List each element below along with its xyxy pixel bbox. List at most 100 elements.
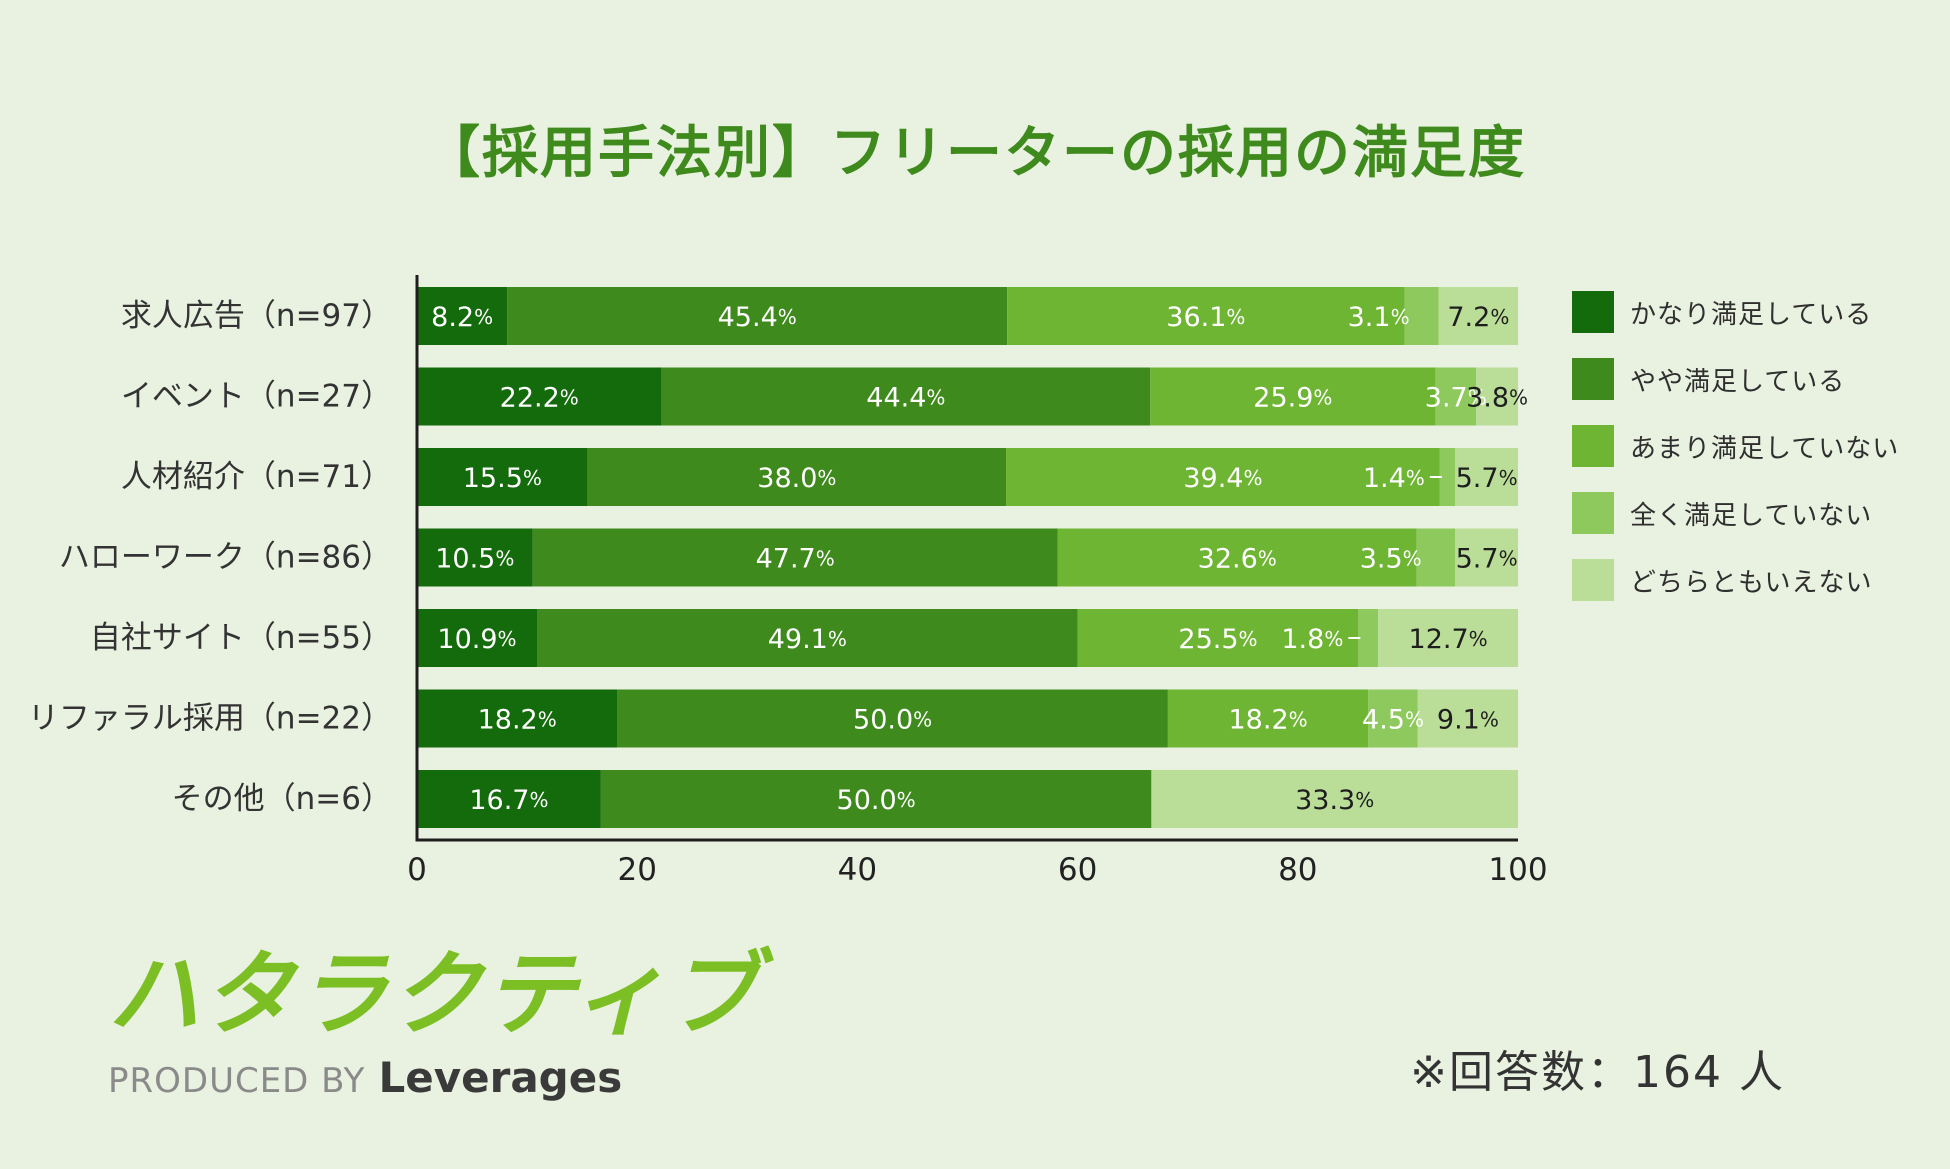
- legend-swatch: [1572, 492, 1614, 534]
- legend-item: かなり満足している: [1572, 290, 1899, 334]
- legend-item: どちらともいえない: [1572, 558, 1899, 602]
- legend-label: どちらともいえない: [1630, 567, 1873, 598]
- bar-segment: [1368, 689, 1418, 748]
- logo: ハタラクティブ PRODUCED BY Leverages: [108, 941, 761, 1103]
- bar-segment: [1358, 609, 1379, 667]
- bar-area: 8.2% 45.4% 36.1% 3.1% 7.2% 22.2% 44.4% 25.9% 3.7…: [417, 287, 1528, 828]
- data-label: 5.7%: [1456, 463, 1518, 494]
- data-label: 7.2%: [1447, 302, 1509, 333]
- data-label: 10.9%: [437, 624, 516, 655]
- bar-segment: [507, 287, 1008, 345]
- stacked-bar-chart: 8.2% 45.4% 36.1% 3.1% 7.2% 22.2% 44.4% 25.9% 3.7…: [28, 275, 1548, 888]
- legend-swatch: [1572, 425, 1614, 467]
- bar-segment: [417, 609, 538, 667]
- bar-segment: [417, 528, 533, 587]
- logo-wordmark: ハタラクティブ: [108, 941, 761, 1048]
- bar-segment: [532, 528, 1058, 587]
- data-label: 12.7%: [1409, 624, 1488, 655]
- bar-segment: [1150, 367, 1436, 426]
- bar-segment: [1151, 770, 1518, 828]
- x-tick-label: 20: [617, 852, 656, 888]
- x-tick-label: 40: [838, 852, 877, 888]
- data-label: 25.9%: [1253, 382, 1332, 413]
- category-label: 求人広告（n=97）: [121, 298, 392, 334]
- legend-label: 全く満足していない: [1630, 500, 1873, 531]
- x-axis: 0 20 40 60 80 100: [407, 275, 1548, 888]
- bar-segment: [1057, 528, 1417, 587]
- company-name: Leverages: [378, 1053, 623, 1102]
- data-label: 39.4%: [1183, 463, 1262, 494]
- bar-segment: [417, 770, 601, 828]
- bar-segment: [661, 367, 1151, 426]
- data-label: 10.5%: [435, 543, 514, 574]
- bar-segment: [1378, 609, 1518, 667]
- x-tick-label: 80: [1278, 852, 1317, 888]
- data-label: 38.0%: [757, 463, 836, 494]
- data-label: 4.5%: [1362, 704, 1424, 735]
- category-label: その他（n=6）: [172, 781, 392, 817]
- data-label: 3.8%: [1466, 382, 1528, 413]
- data-label: 3.1%: [1348, 302, 1410, 333]
- bar-segment: [1077, 609, 1359, 667]
- legend-label: やや満足している: [1630, 366, 1846, 397]
- data-label: 3.7%: [1425, 382, 1487, 413]
- bar-segment: [1417, 689, 1518, 748]
- data-label: 36.1%: [1166, 302, 1245, 333]
- data-label: 3.5%: [1360, 543, 1422, 574]
- legend-label: かなり満足している: [1630, 299, 1873, 330]
- category-label: リファラル採用（n=22）: [28, 701, 392, 737]
- legend-swatch: [1572, 358, 1614, 400]
- bar-segment: [417, 367, 662, 426]
- legend-item: あまり満足していない: [1572, 424, 1899, 468]
- legend-label: あまり満足していない: [1630, 433, 1900, 464]
- bar-segment: [1455, 448, 1518, 506]
- category-label: 自社サイト（n=55）: [90, 620, 392, 656]
- bar-segment: [1435, 367, 1477, 426]
- category-labels: 求人広告（n=97） イベント（n=27） 人材紹介（n=71） ハローワーク（n=8…: [28, 298, 392, 817]
- data-label: 1.8%: [1281, 624, 1343, 655]
- data-label: 1.4%: [1363, 463, 1425, 494]
- respondent-count: ※回答数：164 人: [1410, 1047, 1785, 1098]
- bar-segment: [1476, 367, 1518, 426]
- bar-segment: [1007, 287, 1405, 345]
- bar-segment: [1438, 287, 1518, 345]
- legend: かなり満足している やや満足しているあまり満足していない 全く満足していない どちらと…: [1572, 290, 1899, 625]
- bar-segment: [1455, 528, 1518, 587]
- legend-swatch: [1572, 291, 1614, 333]
- data-label: 5.7%: [1456, 543, 1518, 574]
- chart-title: 【採用手法別】フリーターの採用の満足度: [424, 121, 1526, 186]
- data-label: 49.1%: [768, 624, 847, 655]
- bar-segment: [417, 448, 588, 506]
- produced-by-text: PRODUCED BY: [108, 1061, 366, 1101]
- data-label: 16.7%: [469, 785, 548, 816]
- category-label: ハローワーク（n=86）: [59, 540, 392, 576]
- data-label: 50.0%: [853, 704, 932, 735]
- logo-subtitle: PRODUCED BY Leverages: [108, 1053, 760, 1102]
- data-label: 33.3%: [1295, 785, 1374, 816]
- x-tick-label: 100: [1488, 852, 1547, 888]
- category-label: 人材紹介（n=71）: [121, 459, 392, 495]
- bar-segment: [1167, 689, 1369, 748]
- bar-segment: [617, 689, 1168, 748]
- data-label: 32.6%: [1198, 543, 1277, 574]
- bar-segment: [1404, 287, 1439, 345]
- data-label: 9.1%: [1437, 704, 1499, 735]
- bar-segment: [587, 448, 1007, 506]
- bar-segment: [1439, 448, 1456, 506]
- bar-segment: [1416, 528, 1456, 587]
- data-label: 22.2%: [500, 382, 579, 413]
- legend-swatch: [1572, 559, 1614, 601]
- legend-item: やや満足している: [1572, 357, 1899, 401]
- data-label: 44.4%: [866, 382, 945, 413]
- data-label: 8.2%: [431, 302, 493, 333]
- legend-item: 全く満足していない: [1572, 491, 1899, 535]
- x-tick-label: 60: [1058, 852, 1097, 888]
- bar-segment: [417, 287, 508, 345]
- bar-segment: [417, 689, 618, 748]
- category-label: イベント（n=27）: [121, 379, 392, 415]
- data-label: 18.2%: [478, 704, 557, 735]
- data-label: 25.5%: [1178, 624, 1257, 655]
- data-label: 47.7%: [756, 543, 835, 574]
- bar-segment: [600, 770, 1152, 828]
- data-label: 15.5%: [463, 463, 542, 494]
